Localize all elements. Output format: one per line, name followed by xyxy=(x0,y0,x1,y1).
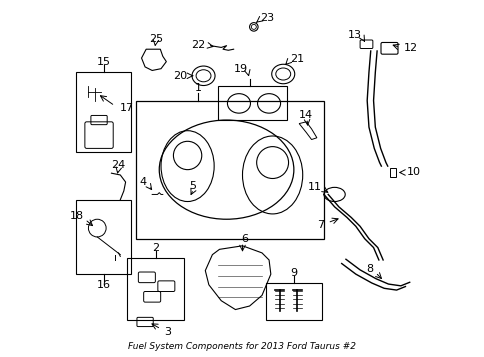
Text: 18: 18 xyxy=(70,211,84,221)
Text: 22: 22 xyxy=(191,40,205,50)
Text: 6: 6 xyxy=(240,234,247,244)
Text: 17: 17 xyxy=(120,103,134,113)
Text: 24: 24 xyxy=(111,160,125,170)
Text: 15: 15 xyxy=(96,57,110,67)
Text: 16: 16 xyxy=(96,280,110,290)
Text: Fuel System Components for 2013 Ford Taurus #2: Fuel System Components for 2013 Ford Tau… xyxy=(128,342,356,351)
Text: 2: 2 xyxy=(152,242,159,252)
Text: 11: 11 xyxy=(307,182,321,192)
Text: 14: 14 xyxy=(299,110,313,120)
Text: 23: 23 xyxy=(260,14,274,24)
Bar xyxy=(389,168,395,177)
Text: 3: 3 xyxy=(164,327,170,337)
Text: 19: 19 xyxy=(233,64,247,74)
Text: 10: 10 xyxy=(406,167,420,177)
Text: 9: 9 xyxy=(290,268,297,278)
Text: 5: 5 xyxy=(189,181,196,191)
Text: 13: 13 xyxy=(348,30,362,40)
Text: 25: 25 xyxy=(149,34,163,44)
Text: 1: 1 xyxy=(194,83,201,93)
Text: 8: 8 xyxy=(366,264,373,274)
Text: 20: 20 xyxy=(172,71,186,81)
Text: 7: 7 xyxy=(316,220,323,230)
Text: 21: 21 xyxy=(290,54,304,64)
Text: 4: 4 xyxy=(139,177,146,187)
Text: 12: 12 xyxy=(403,43,417,53)
